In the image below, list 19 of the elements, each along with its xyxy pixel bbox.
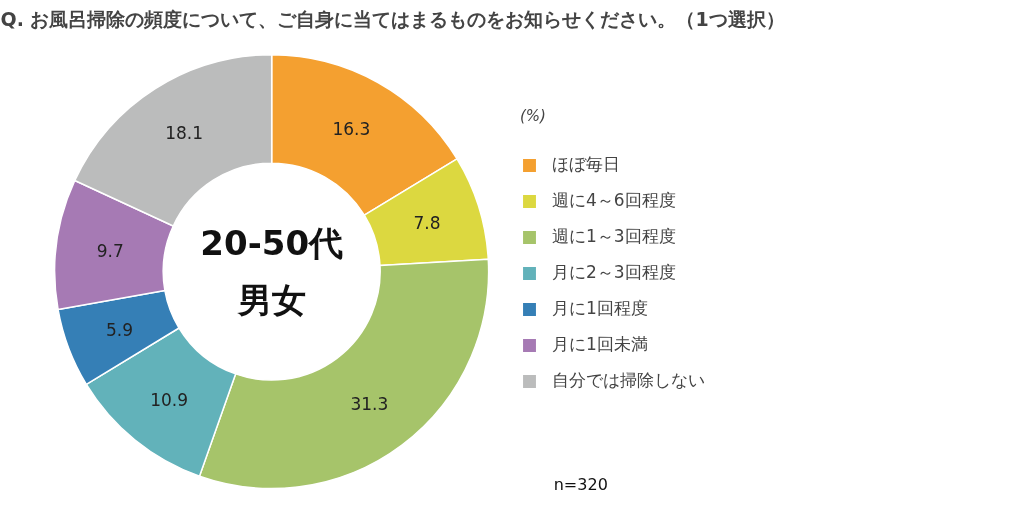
data-label: 7.8 — [413, 213, 441, 234]
data-label: 16.3 — [332, 118, 371, 139]
legend-label: 自分では掃除しない — [552, 369, 705, 392]
legend-label: 月に1回未満 — [552, 333, 648, 356]
chart-title: Q. お風呂掃除の頻度について、ご自身に当てはまるものをお知らせください。（1つ選択） — [0, 7, 785, 30]
text: n=320 — [553, 475, 608, 495]
text: 20-50代 — [200, 223, 344, 264]
legend-label: 月に2～3回程度 — [552, 261, 676, 284]
data-label: 31.3 — [350, 393, 389, 414]
legend-label: 月に1回程度 — [552, 297, 648, 320]
legend-title: (%) — [520, 107, 547, 125]
legend-label: ほぼ毎日 — [552, 153, 620, 176]
data-label: 10.9 — [150, 389, 189, 410]
data-label: 9.7 — [96, 240, 124, 261]
text: 男女 — [236, 280, 306, 321]
legend-label: 週に4～6回程度 — [552, 189, 676, 212]
data-label: 18.1 — [165, 123, 203, 144]
data-label: 5.9 — [105, 320, 134, 341]
legend-label: 週に1～3回程度 — [552, 225, 676, 248]
